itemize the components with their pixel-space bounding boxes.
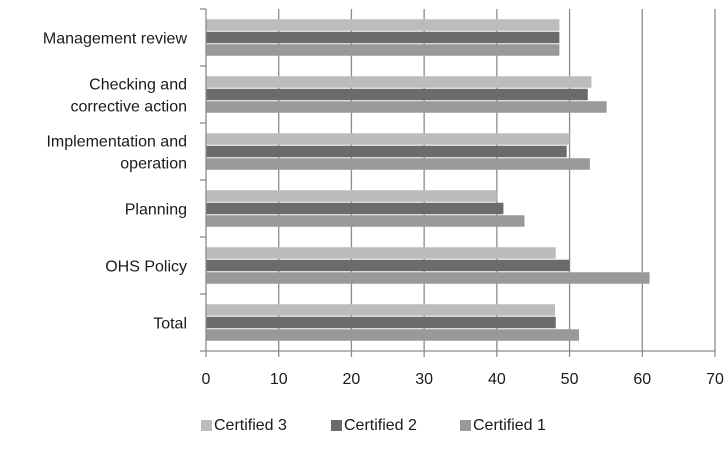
bar	[206, 247, 556, 259]
x-tick-label: 0	[202, 371, 211, 388]
x-tick-labels: 0 10 20 30 40 50 60 70	[202, 371, 724, 388]
bar	[206, 76, 592, 88]
bar	[206, 101, 607, 113]
legend-swatch	[460, 420, 471, 431]
bar	[206, 158, 590, 170]
x-tick-label: 70	[706, 371, 724, 388]
bar	[206, 202, 504, 215]
category-label: corrective action	[71, 99, 188, 116]
x-tick-label: 10	[270, 371, 288, 388]
bar	[206, 259, 570, 272]
x-tick-label: 20	[343, 371, 361, 388]
x-tick-label: 40	[488, 371, 506, 388]
bar	[206, 316, 556, 329]
bar	[206, 19, 560, 31]
category-label: Checking and	[89, 77, 187, 94]
bar	[206, 215, 525, 227]
bar	[206, 145, 567, 158]
bar	[206, 304, 556, 316]
category-label: OHS Policy	[105, 259, 187, 276]
gridlines	[278, 9, 716, 351]
bar	[206, 190, 497, 202]
x-tick-label: 50	[561, 371, 579, 388]
category-label: Management review	[43, 31, 188, 48]
legend-swatch	[201, 420, 212, 431]
legend-label: Certified 3	[214, 417, 287, 434]
category-label: Planning	[125, 202, 187, 219]
category-label: Total	[153, 316, 187, 333]
axes	[200, 8, 716, 357]
bar	[206, 133, 570, 145]
x-tick-label: 60	[633, 371, 651, 388]
legend-swatch	[331, 420, 342, 431]
legend: Certified 3 Certified 2 Certified 1	[201, 417, 546, 434]
bars	[206, 19, 650, 341]
category-label: operation	[120, 156, 187, 173]
bar	[206, 272, 650, 284]
legend-label: Certified 2	[344, 417, 417, 434]
legend-label: Certified 1	[473, 417, 546, 434]
bar	[206, 31, 560, 44]
category-labels: Total OHS Policy Planning Implementation an…	[43, 31, 188, 333]
category-label: Implementation and	[46, 134, 187, 151]
bar	[206, 88, 588, 101]
x-tick-label: 30	[415, 371, 433, 388]
bar	[206, 329, 580, 341]
bar	[206, 44, 560, 56]
